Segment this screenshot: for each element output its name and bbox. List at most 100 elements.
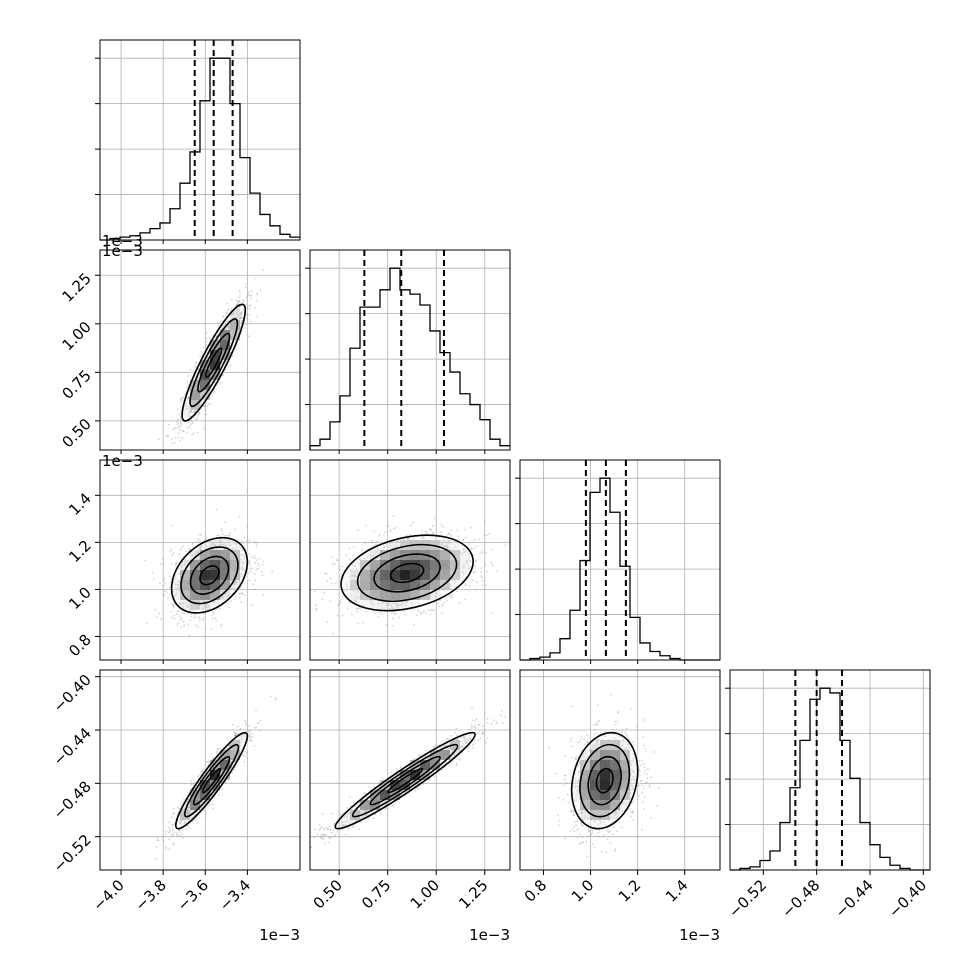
scatter-point <box>192 432 195 435</box>
scatter-point <box>198 539 201 542</box>
histogram-panel-2 <box>515 459 721 661</box>
density-cell <box>200 380 210 390</box>
density-cell <box>350 570 360 580</box>
scatter-point <box>172 835 174 838</box>
scatter-point <box>387 602 389 605</box>
scatter-point <box>174 593 177 595</box>
scatter-point <box>412 623 415 626</box>
density-cell <box>450 540 460 550</box>
scatter-point <box>464 550 467 553</box>
scatter-point <box>247 293 250 295</box>
scatter-point <box>321 598 324 601</box>
scatter-point <box>231 313 234 315</box>
density-cell <box>410 580 420 590</box>
scatter-point <box>196 418 199 420</box>
scatter-point <box>193 617 196 620</box>
density-cell <box>200 350 210 360</box>
scatter-point <box>465 571 467 574</box>
scatter-point <box>386 604 389 607</box>
scatter-point <box>209 546 211 548</box>
density-cell <box>410 560 420 570</box>
scatter-point <box>205 606 208 608</box>
scatter-point <box>249 294 252 297</box>
scatter-point <box>230 364 233 367</box>
density-cell <box>390 540 400 550</box>
scatter-point <box>177 585 179 587</box>
scatter-point <box>248 730 251 732</box>
density-cell <box>360 570 370 580</box>
scatter-point <box>211 617 214 620</box>
scatter-point <box>176 609 179 612</box>
scatter-point <box>178 807 181 810</box>
density-cell <box>440 540 450 550</box>
scatter-point <box>180 547 183 549</box>
scatter-point <box>207 760 210 763</box>
scatter-point <box>389 529 392 531</box>
scatter-point <box>248 307 251 310</box>
scatter-point <box>240 553 242 555</box>
scatter-point <box>248 304 251 307</box>
scatter-point <box>363 599 366 602</box>
scatter-point <box>419 611 422 614</box>
scatter-point <box>420 612 422 615</box>
scatter-point <box>363 604 366 607</box>
scatter-point <box>177 834 180 836</box>
scatter-point <box>352 554 355 557</box>
scatter-point <box>203 404 206 407</box>
scatter-point <box>194 551 197 553</box>
scatter-point <box>211 380 214 383</box>
scatter-point <box>378 534 381 537</box>
scatter-point <box>339 600 341 602</box>
scatter-point <box>394 613 397 615</box>
scatter-point <box>240 561 242 564</box>
scatter-point <box>197 368 200 370</box>
scatter-point <box>214 545 217 547</box>
density-cell <box>230 570 240 580</box>
scatter-point <box>159 582 161 585</box>
scatter-point <box>185 407 188 410</box>
density-cell <box>190 550 200 560</box>
scatter-point <box>448 539 451 542</box>
scatter-point <box>174 583 177 586</box>
density-cell <box>190 580 200 590</box>
density-cell <box>410 590 420 600</box>
scatter-point <box>430 529 432 531</box>
contour-line <box>189 318 239 408</box>
panel-content <box>144 508 273 637</box>
scatter-point <box>180 399 183 402</box>
density-cell <box>210 340 220 350</box>
scatter-point <box>204 408 207 411</box>
density-cell <box>220 350 230 360</box>
scatter-point <box>177 583 180 586</box>
scatter-point <box>191 554 194 556</box>
density-cell <box>440 560 450 570</box>
scatter-point <box>470 560 472 563</box>
scatter-point <box>173 807 175 810</box>
scatter-point <box>369 556 372 559</box>
scatter-point <box>376 547 379 550</box>
scatter-point <box>169 550 172 553</box>
scatter-point <box>179 417 182 420</box>
scatter-point <box>210 543 213 546</box>
density-cell <box>220 360 230 370</box>
scatter-point <box>177 418 180 421</box>
scatter-point <box>254 561 256 564</box>
scatter-point <box>176 624 179 626</box>
scatter-point <box>232 587 235 590</box>
scatter-point <box>548 564 550 566</box>
scatter-point <box>227 309 230 311</box>
scatter-point <box>377 615 380 618</box>
scatter-point <box>223 538 225 541</box>
scatter-point <box>244 282 247 285</box>
scatter-point <box>186 559 188 562</box>
scatter-point <box>405 601 408 604</box>
histogram-panel-1 <box>305 249 511 451</box>
density-cell <box>460 550 470 560</box>
scatter-point <box>219 541 222 543</box>
density-cell <box>200 570 210 580</box>
scatter-point <box>181 829 184 832</box>
scatter-point <box>228 593 231 596</box>
scatter-point <box>172 605 175 608</box>
scatter-point <box>372 603 374 605</box>
scatter-point <box>184 559 187 561</box>
